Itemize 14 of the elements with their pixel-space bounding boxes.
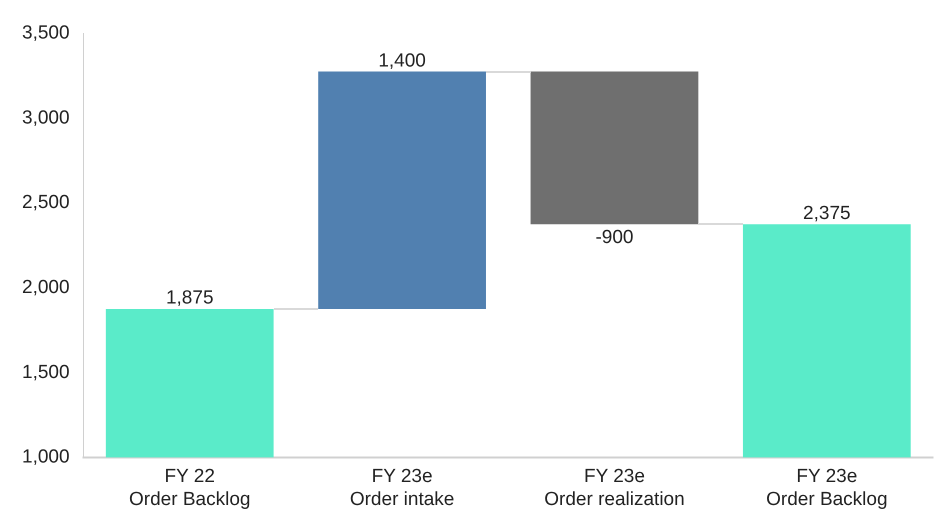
y-tick-label: 2,500 xyxy=(22,192,70,214)
data-label: 2,375 xyxy=(803,202,851,224)
x-tick-label: FY 23e Order realization xyxy=(544,466,685,510)
y-tick-label: 3,500 xyxy=(22,22,70,44)
data-label: -900 xyxy=(595,226,634,248)
x-tick-label: FY 23e Order intake xyxy=(350,466,454,510)
y-tick-label: 3,000 xyxy=(22,107,70,128)
x-tick-label: FY 23e Order Backlog xyxy=(766,466,888,510)
data-label: 1,400 xyxy=(378,50,426,72)
y-tick-label: 1,000 xyxy=(22,446,70,468)
data-label: 1,875 xyxy=(166,288,214,309)
x-tick-label: FY 22 Order Backlog xyxy=(129,466,250,510)
y-tick-label: 2,000 xyxy=(22,277,70,298)
y-tick-label: 1,500 xyxy=(22,362,70,383)
